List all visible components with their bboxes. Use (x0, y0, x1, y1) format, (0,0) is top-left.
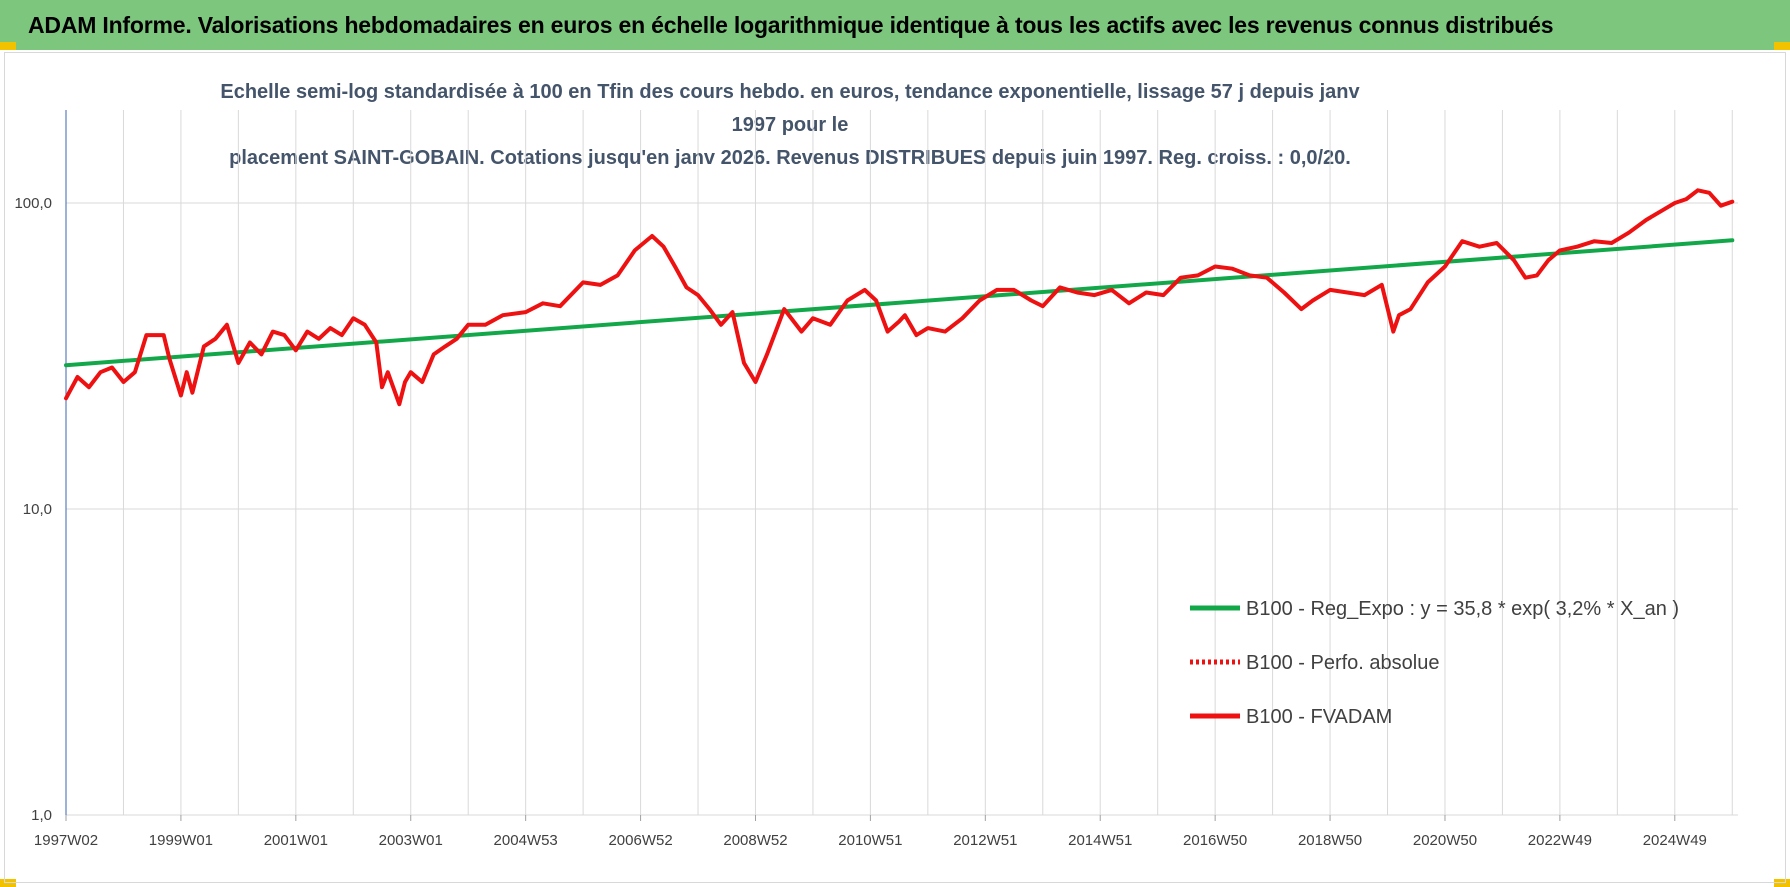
legend-label: B100 - FVADAM (1246, 706, 1392, 728)
x-tick-label: 1999W01 (149, 832, 213, 849)
y-tick-label: 100,0 (14, 195, 52, 212)
x-tick-label: 2016W50 (1183, 832, 1247, 849)
x-tick-label: 2022W49 (1528, 832, 1592, 849)
legend-label: B100 - Perfo. absolue (1246, 652, 1439, 674)
legend-label: B100 - Reg_Expo : y = 35,8 * exp( 3,2% *… (1246, 598, 1679, 620)
corner-marker-top-right (1774, 42, 1790, 50)
x-tick-label: 2024W49 (1643, 832, 1707, 849)
x-tick-label: 2001W01 (264, 832, 328, 849)
x-tick-label: 2010W51 (838, 832, 902, 849)
chart-title: Echelle semi-log standardisée à 100 en T… (200, 76, 1380, 175)
x-tick-label: 2003W01 (379, 832, 443, 849)
x-tick-label: 2014W51 (1068, 832, 1132, 849)
chart-title-line-2: placement SAINT-GOBAIN. Cotations jusqu'… (229, 147, 1351, 169)
x-tick-label: 2008W52 (723, 832, 787, 849)
y-tick-label: 1,0 (31, 807, 52, 824)
report-banner: ADAM Informe. Valorisations hebdomadaire… (0, 0, 1790, 50)
x-tick-label: 2020W50 (1413, 832, 1477, 849)
corner-marker-top-left (0, 42, 16, 50)
x-tick-label: 2006W52 (608, 832, 672, 849)
x-tick-label: 1997W02 (34, 832, 98, 849)
x-tick-label: 2018W50 (1298, 832, 1362, 849)
banner-title: ADAM Informe. Valorisations hebdomadaire… (28, 11, 1554, 38)
chart-frame (4, 52, 1786, 883)
series-line-fvadam (64, 188, 1735, 407)
chart-title-line-1: Echelle semi-log standardisée à 100 en T… (220, 81, 1360, 136)
corner-marker-bottom-left (0, 879, 16, 887)
x-tick-label: 2004W53 (494, 832, 558, 849)
y-tick-label: 10,0 (23, 501, 52, 518)
x-tick-label: 2012W51 (953, 832, 1017, 849)
regression-line (64, 238, 1735, 368)
corner-marker-bottom-right (1774, 879, 1790, 887)
